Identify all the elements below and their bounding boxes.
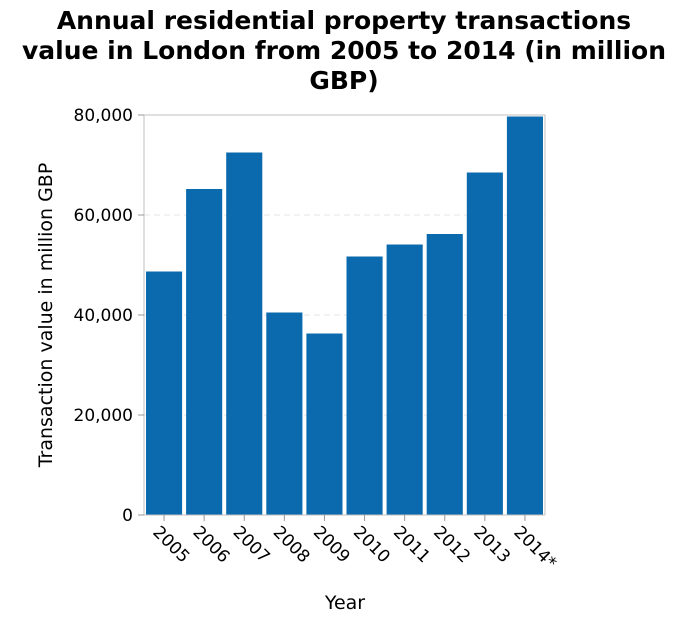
x-tick-label: 2013: [469, 522, 514, 567]
x-tick-label: 2011: [389, 522, 434, 567]
y-tick-label: 60,000: [74, 206, 133, 226]
x-axis-title: Year: [324, 592, 365, 614]
chart-title-line-1: Annual residential property transactions: [56, 6, 632, 35]
axes: [138, 114, 546, 521]
chart-title-line-3: GBP): [309, 66, 379, 95]
bar-2009: [306, 333, 343, 515]
chart-title: Annual residential property transactions…: [0, 6, 688, 96]
bar-2013: [466, 172, 503, 515]
chart-title-line-2: value in London from 2005 to 2014 (in mi…: [21, 36, 667, 65]
bar-2007: [226, 152, 263, 515]
x-tick-label: 2007: [229, 522, 274, 567]
x-tick-label: 2005: [149, 522, 194, 567]
x-tick-label: 2012: [429, 522, 474, 567]
x-tick-label: 2010: [349, 522, 394, 567]
bars: [146, 116, 543, 515]
x-tick-label: 2014*: [509, 522, 560, 573]
y-axis-title: Transaction value in million GBP: [35, 163, 57, 469]
bar-2010: [346, 256, 383, 515]
y-tick-label: 20,000: [74, 406, 133, 426]
bar-2012: [426, 234, 463, 515]
bar-2008: [266, 312, 303, 515]
x-tick-label: 2006: [189, 522, 234, 567]
y-tick-label: 40,000: [74, 306, 133, 326]
x-tick-label: 2008: [269, 522, 314, 567]
y-tick-label: 80,000: [74, 106, 133, 126]
bar-2005: [146, 271, 183, 515]
bar-2006: [186, 189, 223, 515]
bar-2011: [386, 244, 423, 515]
x-tick-label: 2009: [309, 522, 354, 567]
bar-2014: [506, 116, 543, 515]
y-tick-label: 0: [122, 506, 133, 526]
